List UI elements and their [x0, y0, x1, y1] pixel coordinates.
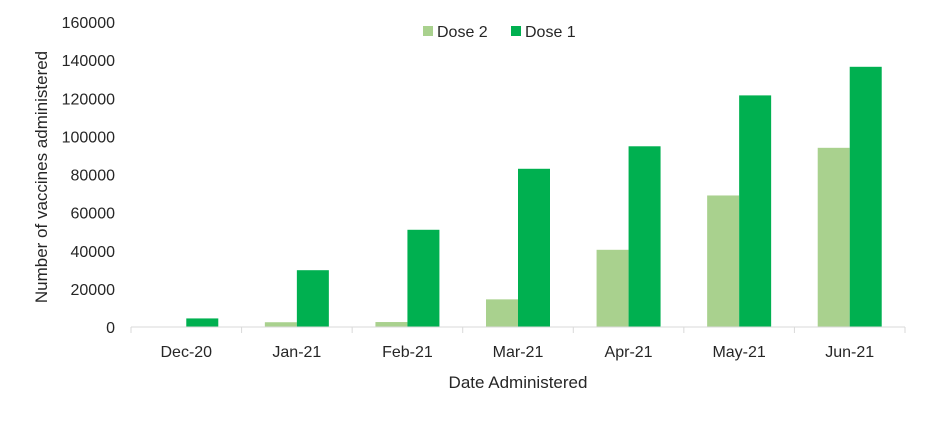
legend-swatch-dose-1 — [511, 26, 521, 36]
x-tick-label: Dec-20 — [160, 344, 212, 361]
y-tick-label: 120000 — [62, 91, 115, 108]
bar-dose-2-apr-21 — [596, 249, 629, 327]
y-axis-tick-labels: 0 20000 40000 60000 80000 100000 120000 140000 1… — [62, 15, 115, 337]
legend-swatch-dose-2 — [423, 26, 433, 36]
y-tick-label: 160000 — [62, 15, 115, 32]
bar-dose-2-may-21 — [707, 195, 740, 327]
bar-dose-2-mar-21 — [486, 299, 518, 327]
y-tick-label: 60000 — [71, 206, 116, 223]
y-tick-label: 0 — [106, 320, 115, 337]
x-tick-label: Mar-21 — [493, 344, 544, 361]
x-axis-tick-marks — [130, 327, 906, 333]
x-tick-label: Feb-21 — [382, 344, 433, 361]
bar-dose-1-mar-21 — [518, 168, 550, 327]
bar-dose-1-jan-21 — [296, 270, 329, 327]
x-tick-label: May-21 — [712, 344, 765, 361]
bar-dose-1-jun-21 — [849, 66, 882, 327]
x-tick-label: Jan-21 — [272, 344, 321, 361]
bars-group — [186, 66, 882, 327]
x-axis-title: Date Administered — [449, 373, 588, 392]
y-axis-title: Number of vaccines administered — [32, 51, 51, 303]
y-tick-label: 80000 — [71, 168, 116, 185]
x-tick-label: Apr-21 — [605, 344, 653, 361]
x-tick-label: Jun-21 — [825, 344, 874, 361]
bar-dose-1-apr-21 — [628, 146, 661, 327]
bar-dose-2-feb-21 — [375, 322, 408, 327]
bar-dose-1-feb-21 — [407, 229, 440, 327]
bar-dose-1-may-21 — [739, 95, 772, 327]
x-axis-tick-labels: Dec-20 Jan-21 Feb-21 Mar-21 Apr-21 May-21 Jun-… — [160, 344, 874, 361]
bar-dose-1-dec-20 — [186, 318, 219, 327]
bar-dose-2-jun-21 — [817, 147, 850, 327]
y-tick-label: 140000 — [62, 53, 115, 70]
y-tick-label: 100000 — [62, 129, 115, 146]
bar-dose-2-jan-21 — [264, 322, 297, 327]
y-tick-label: 20000 — [71, 282, 116, 299]
legend: Dose 2 Dose 1 — [423, 24, 576, 41]
legend-label-dose-1: Dose 1 — [525, 24, 576, 41]
legend-label-dose-2: Dose 2 — [437, 24, 488, 41]
y-tick-label: 40000 — [71, 244, 116, 261]
